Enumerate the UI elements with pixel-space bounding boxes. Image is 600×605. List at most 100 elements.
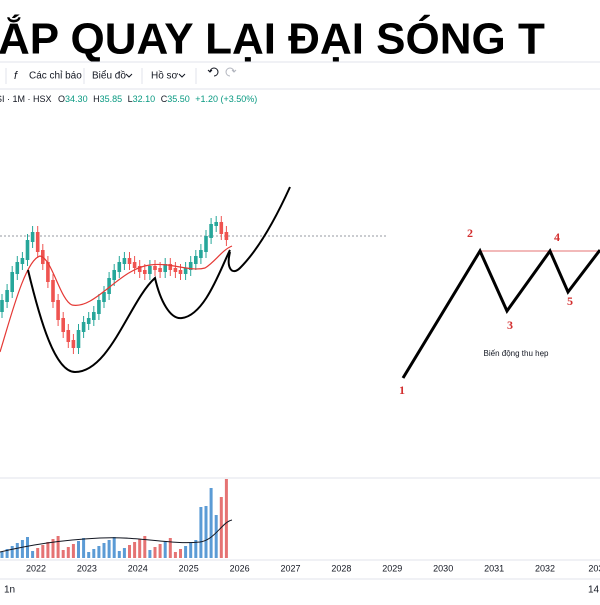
wave-label: 4 — [554, 230, 560, 244]
candle-body — [20, 258, 25, 264]
x-tick-label: 2028 — [331, 563, 351, 573]
volume-bar — [168, 538, 172, 558]
volume-bar — [148, 550, 152, 558]
volume-bar — [41, 545, 45, 558]
candle-body — [5, 290, 9, 302]
volume-bar — [138, 539, 142, 558]
candle-body — [25, 240, 30, 260]
chart-menu[interactable]: Biểu đồ — [92, 70, 126, 82]
x-tick-label: 2027 — [280, 563, 300, 573]
volume-bar — [61, 550, 65, 558]
title: ẮP QUAY LẠI ĐẠI SÓNG T — [0, 14, 545, 64]
high: 35.85 — [100, 94, 123, 104]
volume-bar — [173, 552, 177, 558]
volume-bar — [31, 551, 35, 558]
profile-menu[interactable]: Hồ sơ — [151, 70, 179, 82]
candle-body — [204, 236, 208, 252]
candle-body — [56, 300, 60, 320]
volume-bar — [97, 546, 101, 558]
candle-body — [10, 272, 14, 292]
volume-bar — [10, 546, 14, 558]
volume-bar — [133, 542, 137, 558]
wave-zigzag — [401, 247, 600, 379]
volume-bar — [209, 488, 213, 558]
volume-bar — [204, 506, 208, 558]
x-tick-label: 203 — [588, 563, 600, 573]
candle-body — [163, 264, 167, 272]
chevron — [178, 73, 186, 78]
wave-note: Biến động thu hẹp — [484, 349, 549, 358]
volume-bar — [194, 540, 198, 558]
volume-bar — [82, 538, 86, 558]
volume-pane — [0, 479, 228, 558]
candle-body — [61, 318, 65, 332]
volume-bar — [214, 515, 218, 558]
volume-bar — [163, 541, 167, 558]
open-label: O — [58, 94, 65, 104]
x-tick-label: 2026 — [230, 563, 250, 573]
volume-bar — [66, 547, 70, 558]
candle-body — [112, 270, 116, 280]
candle-body — [137, 266, 142, 272]
volume-bar — [26, 537, 29, 558]
redo-button[interactable] — [225, 67, 237, 77]
legend: SI · 1M · HSX O34.30 H35.85 L32.10 C35.5… — [0, 94, 257, 104]
candle-body — [224, 232, 229, 240]
volume-bar — [179, 549, 182, 558]
interval-button[interactable]: 1n — [4, 585, 15, 596]
volume-bar — [199, 507, 203, 558]
x-tick-label: 2024 — [128, 563, 148, 573]
volume-bar — [36, 548, 40, 558]
candles — [0, 216, 229, 354]
close: 35.50 — [167, 94, 190, 104]
volume-bar — [56, 536, 60, 558]
change: +1.20 (+3.50%) — [195, 94, 257, 104]
candle-body — [117, 262, 122, 272]
breakout-curve — [227, 186, 291, 273]
wave-label: 2 — [467, 226, 473, 240]
chevron — [125, 73, 133, 78]
cup-curve — [27, 249, 231, 374]
x-tick-label: 2032 — [535, 563, 555, 573]
wave-label: 1 — [399, 383, 405, 397]
volume-bar — [112, 537, 116, 558]
high-label: H — [93, 94, 100, 104]
volume-bar — [77, 541, 80, 558]
volume-bar — [122, 548, 126, 558]
candle-body — [76, 330, 81, 348]
moving-average — [0, 245, 233, 353]
volume-bar — [87, 552, 91, 558]
x-tick-label: 2023 — [77, 563, 97, 573]
candle-body — [194, 256, 198, 264]
x-tick-label: 2029 — [382, 563, 402, 573]
volume-bar — [71, 544, 75, 558]
candle-body — [214, 222, 218, 226]
candle-body — [71, 340, 76, 348]
x-tick-label: 2030 — [433, 563, 453, 573]
candle-body — [132, 262, 137, 268]
candle-body — [122, 258, 127, 264]
candle-body — [51, 280, 55, 302]
candle-body — [66, 330, 71, 342]
close-label: C — [161, 94, 168, 104]
candle-body — [127, 258, 132, 264]
candle-body — [92, 312, 96, 320]
candle-body — [86, 318, 91, 324]
candle-body — [46, 262, 50, 282]
candle-body — [30, 232, 35, 242]
volume-bar — [0, 552, 4, 558]
volume-bar — [189, 543, 193, 558]
volume-bar — [143, 536, 147, 558]
candle-body — [153, 266, 157, 270]
undo-button[interactable] — [207, 67, 219, 77]
indicators-button[interactable]: Các chỉ báo — [29, 70, 82, 82]
candle-body — [168, 264, 173, 270]
candle-body — [188, 262, 193, 270]
volume-bar — [158, 544, 162, 558]
fx-icon[interactable]: f — [14, 70, 18, 82]
volume-bar — [102, 543, 106, 558]
candle-body — [219, 222, 224, 234]
candle-body — [35, 232, 40, 252]
volume-bar — [51, 539, 55, 558]
